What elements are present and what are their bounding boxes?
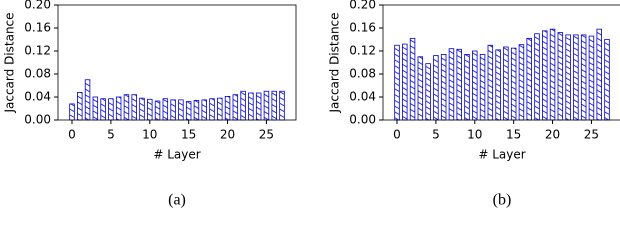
bar	[201, 99, 207, 121]
bar	[417, 56, 424, 121]
bar	[394, 44, 400, 121]
bar	[100, 98, 106, 121]
bar	[232, 94, 239, 121]
bar	[573, 34, 579, 121]
bar	[464, 54, 470, 121]
bar	[139, 97, 145, 121]
y-tick-label: 0.20	[24, 0, 51, 12]
bar	[549, 28, 556, 121]
bar	[542, 30, 548, 121]
y-axis-label: Jaccard Distance	[3, 12, 17, 113]
bar	[84, 79, 91, 121]
bar	[440, 54, 447, 121]
bar	[402, 43, 408, 121]
x-tick-label: 15	[506, 128, 521, 142]
y-tick-label: 0.08	[24, 67, 51, 81]
bar	[240, 90, 246, 121]
figure: 0.00 0.04 0.08 0.12 0.16 0.20 0 5 10 15 20 25 # Laye…	[3, 0, 620, 209]
caption: (b)	[493, 192, 512, 209]
bar	[263, 90, 270, 121]
bar	[557, 32, 564, 121]
bar	[170, 99, 176, 121]
x-tick-label: 25	[584, 128, 599, 142]
bar	[526, 37, 532, 121]
bar	[495, 49, 501, 121]
y-tick-label: 0.16	[349, 21, 376, 35]
x-tick-label: 5	[432, 128, 440, 142]
bar	[409, 37, 416, 121]
bar	[115, 96, 122, 121]
bar	[69, 103, 75, 121]
bar	[178, 99, 184, 121]
y-tick-label: 0.00	[349, 113, 376, 127]
bar	[518, 44, 525, 121]
y-tick-label: 0.00	[24, 113, 51, 127]
y-tick-label: 0.20	[349, 0, 376, 12]
bar	[271, 90, 277, 121]
x-tick-label: 10	[142, 128, 157, 142]
y-tick-label: 0.12	[349, 44, 376, 58]
bar	[472, 50, 478, 121]
bar	[217, 97, 223, 121]
bar	[162, 98, 169, 121]
y-tick-label: 0.04	[349, 90, 376, 104]
y-tick-label: 0.12	[24, 44, 51, 58]
bar	[479, 54, 486, 121]
bar	[108, 98, 114, 121]
x-tick-label: 25	[259, 128, 274, 142]
x-tick-label: 20	[220, 128, 235, 142]
x-tick-label: 15	[181, 128, 196, 142]
bar	[456, 48, 462, 121]
y-axis-label: Jaccard Distance	[328, 12, 342, 113]
bar	[255, 92, 262, 121]
x-tick-label: 20	[545, 128, 560, 142]
x-tick-label: 10	[467, 128, 482, 142]
bar	[448, 48, 455, 121]
bar	[193, 100, 200, 121]
bar	[588, 35, 595, 121]
bar	[224, 96, 231, 121]
bar	[433, 55, 439, 121]
bar	[487, 44, 494, 121]
y-tick-label: 0.08	[349, 67, 376, 81]
bar	[580, 34, 587, 121]
x-tick-label: 0	[68, 128, 76, 142]
bar	[185, 101, 192, 121]
x-tick-label: 0	[393, 128, 401, 142]
bar	[92, 96, 99, 121]
bar	[131, 94, 137, 121]
y-tick-label: 0.04	[24, 90, 51, 104]
bar	[510, 47, 517, 121]
bar	[248, 92, 254, 121]
bar	[534, 33, 540, 121]
bar	[147, 98, 153, 121]
bar	[425, 63, 431, 121]
bar	[565, 34, 571, 121]
y-tick-label: 0.16	[24, 21, 51, 35]
bar	[596, 28, 602, 121]
x-axis-label: # Layer	[478, 148, 525, 162]
plot-frame	[382, 4, 620, 121]
bar	[123, 94, 130, 121]
bar	[604, 39, 610, 121]
plot-frame	[57, 4, 297, 121]
bar	[77, 92, 83, 121]
x-tick-label: 5	[107, 128, 115, 142]
caption: (a)	[168, 192, 186, 209]
bar	[279, 90, 285, 121]
x-axis-label: # Layer	[153, 148, 200, 162]
bar	[503, 46, 509, 121]
bar	[209, 98, 215, 121]
bar	[154, 100, 161, 121]
